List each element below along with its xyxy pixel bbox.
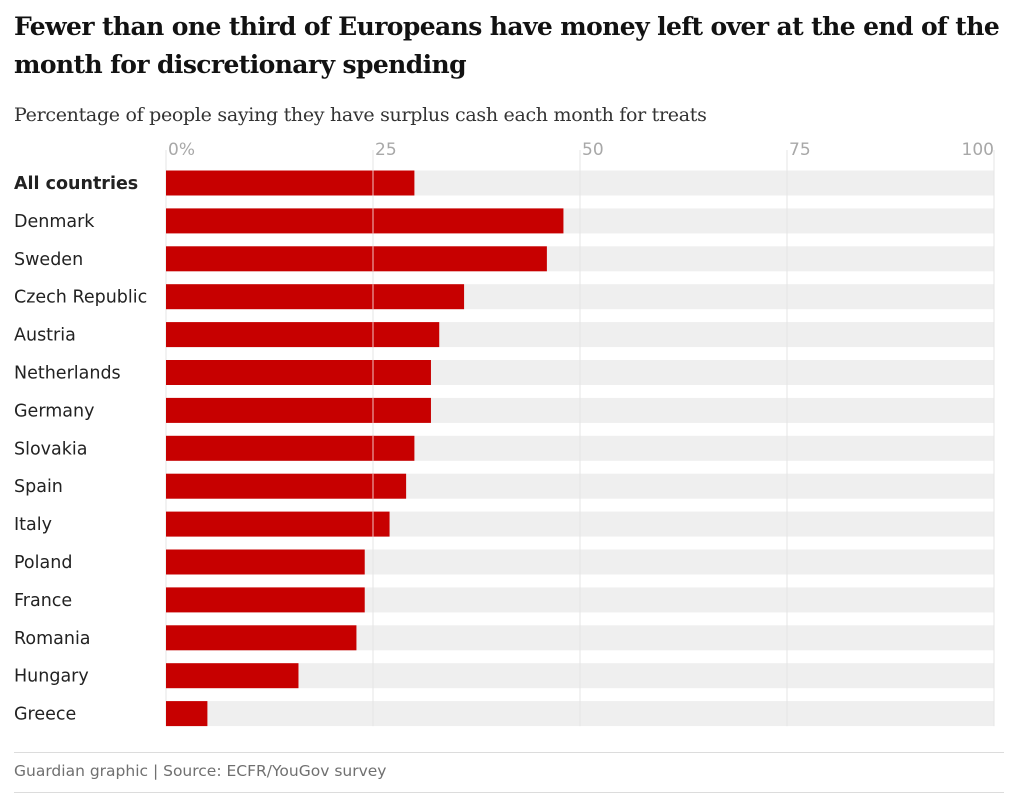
x-tick-label: 0% <box>168 140 195 160</box>
category-label: Italy <box>14 515 52 535</box>
bar <box>166 435 415 461</box>
category-label: Netherlands <box>14 364 121 384</box>
bar <box>166 170 415 196</box>
source-note: Guardian graphic | Source: ECFR/YouGov s… <box>14 762 387 780</box>
tick-label-group: 0% 25 50 75 100 <box>168 140 994 160</box>
bar <box>166 625 357 651</box>
bar <box>166 701 208 727</box>
category-label: Austria <box>14 326 76 346</box>
bar <box>166 663 299 689</box>
bar-chart: 0% 25 50 75 100 All countries Denmark Sweden Cze… <box>14 140 995 727</box>
category-label: Poland <box>14 553 72 573</box>
bottom-divider <box>14 792 1004 793</box>
category-label: France <box>14 591 72 611</box>
x-tick-label: 75 <box>789 140 811 160</box>
category-label: Slovakia <box>14 439 87 459</box>
x-tick-label: 50 <box>582 140 604 160</box>
bar <box>166 587 365 613</box>
category-label: Sweden <box>14 250 83 270</box>
category-label: Czech Republic <box>14 288 147 308</box>
category-label: Greece <box>14 705 76 725</box>
bar <box>166 511 390 537</box>
bar <box>166 208 564 234</box>
bar <box>166 360 431 385</box>
category-label: Romania <box>14 629 91 649</box>
x-tick-label: 25 <box>375 140 397 160</box>
category-label: Spain <box>14 477 63 497</box>
bar <box>166 246 547 272</box>
category-label: Hungary <box>14 667 89 687</box>
bar <box>166 322 440 348</box>
bar <box>166 284 465 310</box>
x-tick-label: 100 <box>962 140 994 160</box>
category-label: Germany <box>14 401 94 421</box>
bar <box>166 473 407 499</box>
footer-divider <box>14 752 1004 753</box>
chart-title: Fewer than one third of Europeans have m… <box>14 12 1000 79</box>
category-label: All countries <box>14 174 138 194</box>
category-label-group: All countries Denmark Sweden Czech Republic… <box>14 174 147 725</box>
bar <box>166 549 365 575</box>
bar <box>166 397 431 423</box>
category-label: Denmark <box>14 212 95 232</box>
chart-subtitle: Percentage of people saying they have su… <box>14 104 707 126</box>
